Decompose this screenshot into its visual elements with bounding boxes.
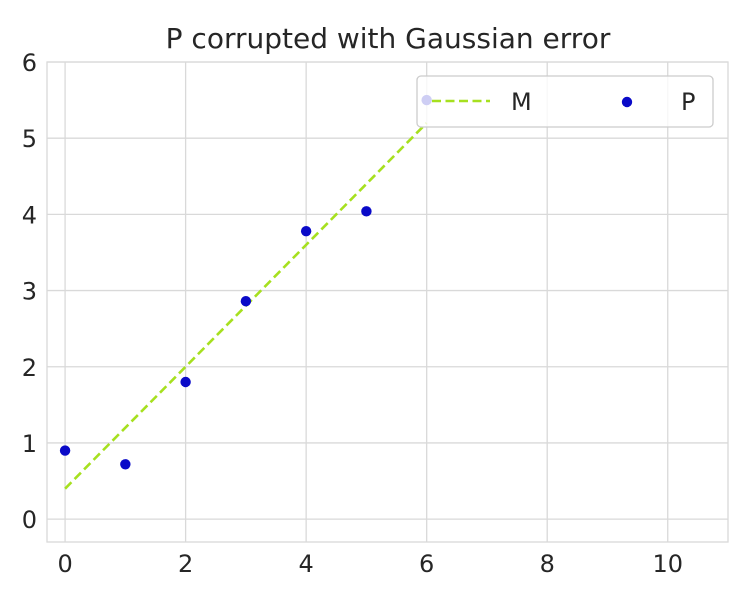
data-point-P	[240, 296, 252, 307]
data-point-P	[180, 376, 191, 388]
y-tick-label: 3	[22, 278, 37, 306]
y-tick-label: 6	[22, 49, 37, 77]
x-tick-label: 0	[57, 550, 72, 578]
plot-area: 0 2 4 6 8 10 0 1 2 3 4 5 6	[22, 49, 729, 578]
chart-title: P corrupted with Gaussian error	[166, 22, 611, 55]
legend-label-M: M	[511, 88, 532, 116]
data-point-P	[120, 459, 131, 470]
plot-frame	[46, 61, 729, 543]
x-tick-label: 10	[652, 550, 683, 578]
legend-point-marker	[621, 96, 633, 108]
legend-box	[416, 75, 714, 128]
x-tick-label: 2	[178, 550, 193, 578]
y-tick-label: 0	[22, 506, 37, 534]
data-point-P	[59, 445, 71, 456]
y-tick-label: 5	[22, 125, 37, 153]
x-tick-label: 4	[299, 550, 314, 578]
y-tick-label: 4	[22, 201, 37, 229]
data-point-P	[361, 206, 372, 217]
x-tick-label: 8	[540, 550, 555, 578]
y-tick-label: 2	[22, 354, 37, 382]
data-point-P	[300, 225, 312, 237]
y-tick-label: 1	[22, 430, 37, 458]
x-tick-label: 6	[419, 550, 434, 578]
legend-label-P: P	[681, 88, 695, 116]
